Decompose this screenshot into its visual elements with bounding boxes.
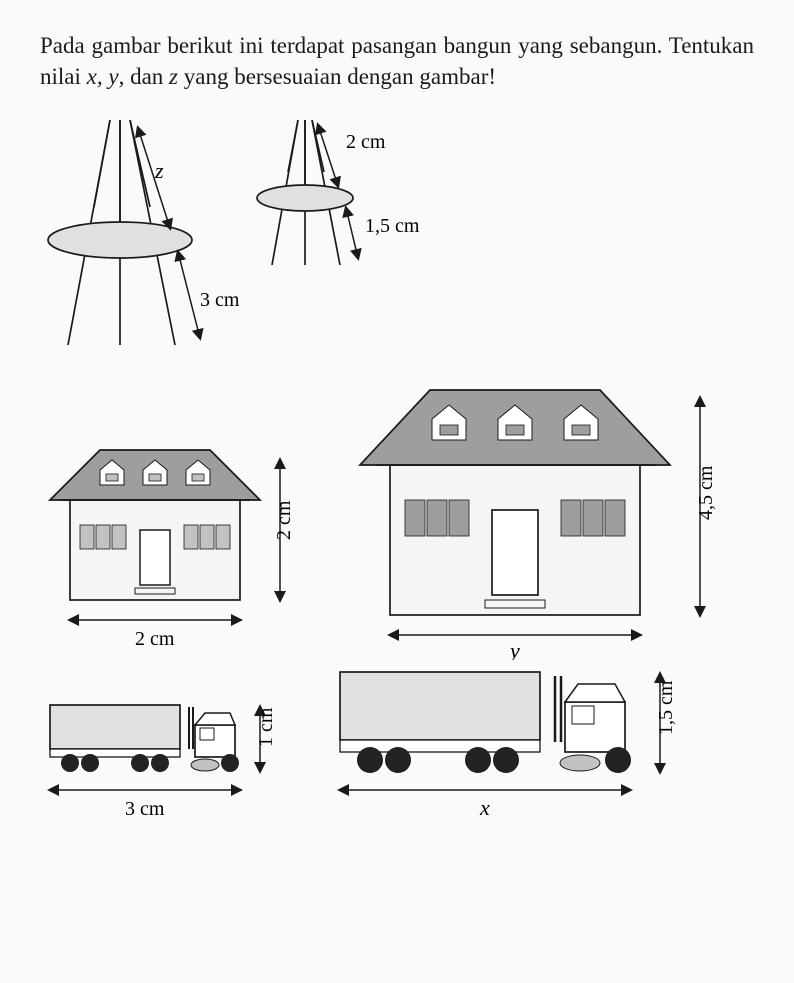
truck-big-w: x <box>479 795 490 820</box>
house-small-h: 2 cm <box>273 500 295 540</box>
truck-big-h: 1,5 cm <box>655 680 677 735</box>
houses-figure: 2 cm 2 cm y 4,5 cm <box>40 370 760 660</box>
prompt-vars: x, y <box>87 64 119 89</box>
ufo-figure: z 3 cm 2 cm 1,5 cm <box>40 110 460 370</box>
prompt-l3: dan <box>130 64 169 89</box>
truck-small-w: 3 cm <box>125 798 165 820</box>
win-right-s <box>184 525 230 549</box>
ufo-big-upper-label: z <box>154 158 164 183</box>
ufo-small-lower-label: 1,5 cm <box>365 215 420 237</box>
problem-text: Pada gambar berikut ini terdapat pasanga… <box>40 30 754 92</box>
win-left-s <box>80 525 126 549</box>
dormers-small <box>100 460 210 485</box>
ufo-small: 2 cm 1,5 cm <box>257 120 420 265</box>
truck-small-h: 1 cm <box>255 707 277 747</box>
house-small-w: 2 cm <box>135 628 175 650</box>
ufo-small-upper-label: 2 cm <box>346 131 386 153</box>
ufo-big: z 3 cm <box>48 120 240 345</box>
house-big-w: y <box>508 638 520 660</box>
house-big: y 4,5 cm <box>360 390 717 660</box>
trucks-figure: 1 cm 3 cm 1,5 cm x <box>40 660 760 850</box>
prompt-l4: yang bersesuaian dengan gambar! <box>178 64 496 89</box>
prompt-l1: Pada gambar berikut ini terdapat pasanga… <box>40 33 437 58</box>
ufo-big-lower-label: 3 cm <box>200 289 240 311</box>
truck-small: 1 cm 3 cm <box>50 705 277 820</box>
house-small: 2 cm 2 cm <box>50 450 295 650</box>
figure-area: z 3 cm 2 cm 1,5 cm <box>40 110 754 850</box>
prompt-z: z <box>169 64 178 89</box>
truck-big: 1,5 cm x <box>340 672 677 820</box>
house-big-h: 4,5 cm <box>695 465 717 520</box>
